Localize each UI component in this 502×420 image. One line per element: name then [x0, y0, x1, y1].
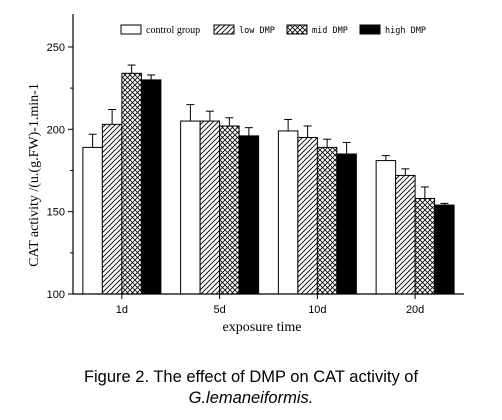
bar-high-dmp-5d: [238, 135, 260, 295]
legend-label-high-dmp: high DMP: [385, 26, 426, 36]
y-tick-label: 150: [47, 207, 65, 219]
bars-layer: [82, 72, 455, 295]
bar-control-group-1d: [82, 146, 103, 295]
bar-mid-dmp-5d: [219, 125, 240, 295]
bar-high-dmp-10d: [336, 153, 357, 295]
y-tick-label: 250: [47, 42, 65, 54]
cat-activity-chart: 100 150 200 250 1d 5d 10d 20d CAT activity /(u…: [27, 14, 464, 335]
bar-mid-dmp-1d: [121, 72, 142, 295]
y-axis: 100 150 200 250: [47, 14, 74, 301]
figure-caption: Figure 2. The effect of DMP on CAT activ…: [0, 367, 502, 409]
y-tick-label: 100: [47, 289, 65, 301]
bar-control-group-20d: [375, 160, 397, 295]
bar-low-dmp-1d: [101, 123, 123, 295]
caption-line-2: G.lemaneiformis.: [188, 389, 314, 407]
x-axis: 1d 5d 10d 20d: [73, 293, 464, 316]
legend-label-mid-dmp: mid DMP: [312, 26, 348, 36]
x-tick-label-10d: 10d: [308, 304, 326, 316]
caption-line-1: Figure 2. The effect of DMP on CAT activ…: [83, 368, 419, 386]
bar-low-dmp-20d: [395, 174, 416, 295]
legend-label-control-group: control group: [146, 25, 200, 36]
legend: control group low DMP mid DMP high DMP: [120, 24, 426, 36]
legend-swatch-high-dmp: [359, 24, 381, 35]
legend-swatch-mid-dmp: [286, 24, 308, 35]
x-axis-title: exposure time: [223, 320, 302, 335]
bar-mid-dmp-10d: [316, 146, 338, 295]
bar-high-dmp-1d: [140, 79, 162, 295]
legend-label-low-dmp: low DMP: [239, 26, 275, 36]
legend-swatch-low-dmp: [213, 24, 235, 35]
bar-low-dmp-10d: [297, 137, 318, 295]
bar-mid-dmp-20d: [414, 197, 436, 295]
bar-control-group-5d: [180, 120, 201, 295]
y-axis-title: CAT activity /(u.(g.FW)-1.min-1: [27, 83, 42, 267]
bar-low-dmp-5d: [199, 120, 221, 295]
bar-high-dmp-20d: [434, 204, 455, 295]
y-tick-label: 200: [47, 124, 65, 136]
x-tick-label-1d: 1d: [116, 304, 128, 316]
bar-control-group-10d: [277, 130, 299, 295]
x-tick-label-5d: 5d: [214, 304, 226, 316]
x-tick-label-20d: 20d: [406, 304, 424, 316]
legend-swatch-control-group: [120, 24, 142, 35]
error-bars-layer: [88, 64, 449, 206]
